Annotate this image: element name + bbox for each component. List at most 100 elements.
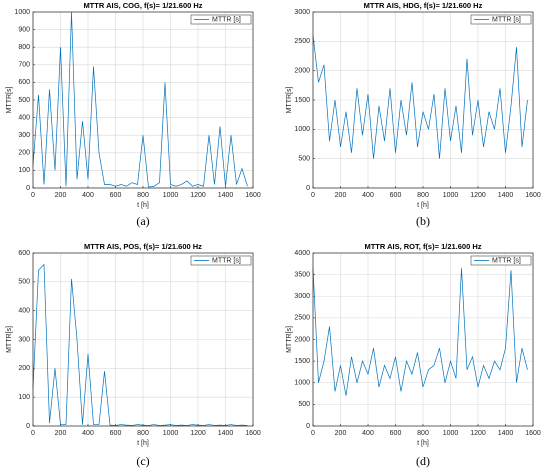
y-tick-label: 2000 [294,68,310,75]
x-tick-label: 400 [362,430,374,437]
x-axis-label: t [h] [417,440,429,447]
subplot: 0 100 200 300 400 500 600 700 800 900 1000 0 200 400 6… [6,1,261,228]
x-tick-label: 1200 [190,192,206,199]
x-tick-label: 1000 [163,430,179,437]
x-tick-label: 800 [417,430,429,437]
x-axis-label: t [h] [417,202,429,209]
axes-frame [32,252,254,427]
legend-label: MTTR [s] [492,17,521,24]
x-tick-label: 400 [362,192,374,199]
y-tick-label: 2500 [294,38,310,45]
chart-title: MTTR AIS, POS, f(s)= 1/21.600 Hz [84,242,202,251]
x-tick-label: 0 [311,430,315,437]
x-tick-label: 600 [390,430,402,437]
panel-label: (d) [416,454,430,468]
y-tick-label: 0 [306,185,310,192]
y-tick-label: 2000 [294,336,310,343]
legend-box [470,14,532,25]
y-tick-label: 3000 [294,9,310,16]
x-tick-label: 1600 [525,430,541,437]
y-tick-label: 500 [18,279,30,286]
y-tick-label: 800 [18,44,30,51]
y-tick-label: 0 [306,423,310,430]
y-tick-label: 400 [18,114,30,121]
x-tick-label: 1400 [498,430,514,437]
chart-title: MTTR AIS, HDG, f(s)= 1/21.600 Hz [364,1,483,10]
panel-label: (c) [136,454,149,468]
axes-frame [312,11,534,189]
x-axis-label: t [h] [137,202,149,209]
y-tick-label: 300 [18,132,30,139]
y-tick-label: 1000 [294,380,310,387]
y-tick-label: 200 [18,365,30,372]
axes-frame [32,11,254,189]
y-tick-label: 1000 [14,9,30,16]
y-tick-label: 1500 [294,97,310,104]
x-tick-label: 1200 [190,430,206,437]
x-tick-label: 800 [417,192,429,199]
y-axis-label: MTTR[s] [6,326,13,353]
x-axis-label: t [h] [137,440,149,447]
subplot: 0 500 1000 1500 2000 2500 3000 0 200 400 600 800 100… [286,1,541,228]
x-tick-label: 0 [31,430,35,437]
x-tick-label: 400 [82,430,94,437]
data-line [32,263,248,426]
x-tick-label: 200 [335,192,347,199]
y-axis-label: MTTR[s] [286,326,293,353]
y-tick-label: 600 [18,79,30,86]
x-tick-label: 800 [137,192,149,199]
legend-label: MTTR [s] [492,258,521,265]
x-tick-label: 1000 [163,192,179,199]
y-tick-label: 2500 [294,315,310,322]
legend-label: MTTR [s] [212,258,241,265]
x-tick-label: 600 [390,192,402,199]
panel-label: (a) [136,214,149,228]
x-tick-label: 1000 [443,430,459,437]
x-tick-label: 1600 [245,192,261,199]
x-tick-label: 600 [110,192,122,199]
y-tick-label: 3500 [294,271,310,278]
y-tick-label: 1000 [294,126,310,133]
y-tick-label: 900 [18,26,30,33]
x-tick-label: 0 [311,192,315,199]
y-tick-label: 100 [18,167,30,174]
y-axis-label: MTTR[s] [6,87,13,114]
x-tick-label: 1000 [443,192,459,199]
x-tick-label: 1200 [470,192,486,199]
x-tick-label: 200 [55,192,67,199]
x-tick-label: 1600 [525,192,541,199]
x-tick-label: 1600 [245,430,261,437]
legend-box [190,14,252,25]
y-tick-label: 400 [18,308,30,315]
y-tick-label: 0 [26,423,30,430]
y-tick-label: 600 [18,250,30,257]
legend-box [190,255,252,266]
y-axis-label: MTTR[s] [286,87,293,114]
data-line [312,268,528,396]
x-tick-label: 1200 [470,430,486,437]
x-tick-label: 200 [335,430,347,437]
y-tick-label: 1500 [294,358,310,365]
y-tick-label: 0 [26,185,30,192]
legend-box [470,255,532,266]
subplot: 0 500 1000 1500 2000 2500 3000 3500 4000 0 200 400 6… [286,242,541,468]
axes-frame [312,252,534,427]
y-tick-label: 200 [18,150,30,157]
legend-label: MTTR [s] [212,17,241,24]
x-tick-label: 1400 [218,192,234,199]
y-tick-label: 300 [18,336,30,343]
y-tick-label: 500 [18,97,30,104]
y-tick-label: 500 [298,156,310,163]
y-tick-label: 500 [298,401,310,408]
chart-title: MTTR AIS, ROT, f(s)= 1/21.600 Hz [364,242,481,251]
x-tick-label: 600 [110,430,122,437]
y-tick-label: 100 [18,394,30,401]
x-tick-label: 800 [137,430,149,437]
chart-title: MTTR AIS, COG, f(s)= 1/21.600 Hz [83,1,202,10]
panel-label: (b) [416,214,430,228]
x-tick-label: 400 [82,192,94,199]
y-tick-label: 700 [18,62,30,69]
x-tick-label: 0 [31,192,35,199]
subplot: 0 100 200 300 400 500 600 0 200 400 600 800 1000 1200… [6,242,261,468]
